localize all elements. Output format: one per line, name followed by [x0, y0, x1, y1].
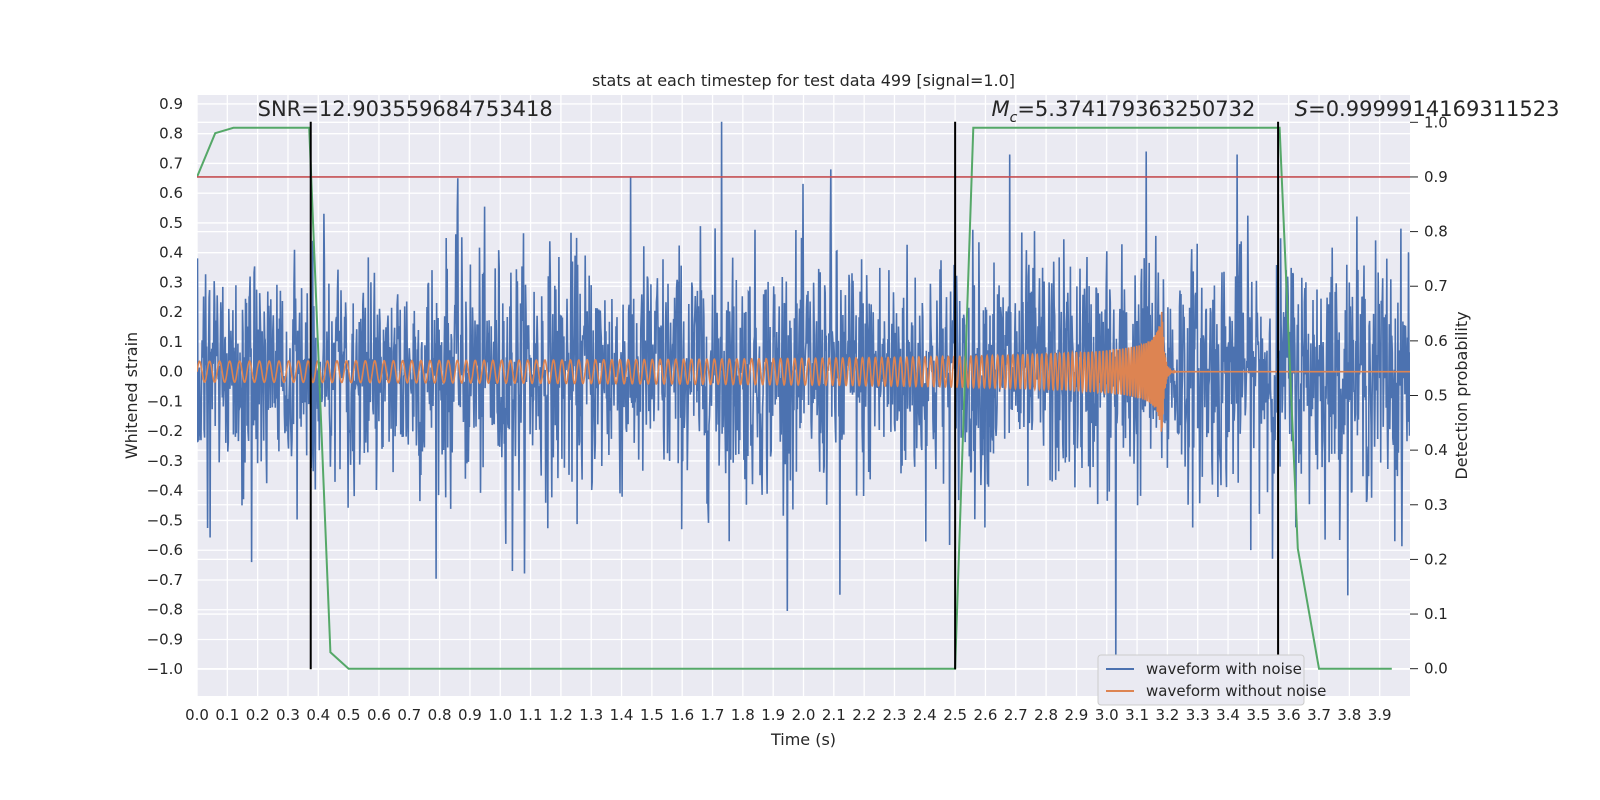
y-left-tick-label: 0.6	[159, 184, 183, 202]
chirp-mass-annotation: Mc=5.374179363250732	[992, 97, 1256, 126]
x-tick-label: 3.7	[1307, 706, 1331, 724]
y-right-tick-label: 0.3	[1424, 496, 1448, 514]
x-tick-label: 0.5	[337, 706, 361, 724]
snr-annotation: SNR=12.903559684753418	[258, 97, 553, 121]
y-left-tick-label: 0.3	[159, 273, 183, 291]
x-tick-label: 2.2	[852, 706, 876, 724]
event-markers	[309, 121, 1280, 670]
y-left-tick-label: −0.1	[147, 392, 183, 410]
y-left-tick-label: −0.2	[147, 422, 183, 440]
x-tick-label: 3.4	[1216, 706, 1240, 724]
y-left-tick-label: 0.9	[159, 95, 183, 113]
x-tick-label: 1.6	[670, 706, 694, 724]
legend-label-clean: waveform without noise	[1146, 682, 1326, 700]
x-axis-label: Time (s)	[770, 730, 836, 749]
x-tick-label: 1.9	[761, 706, 785, 724]
x-tick-label: 2.0	[792, 706, 816, 724]
x-tick-label: 3.0	[1095, 706, 1119, 724]
y-left-tick-label: 0.2	[159, 303, 183, 321]
y-left-tick-label: 0.5	[159, 214, 183, 232]
x-tick-label: 3.1	[1125, 706, 1149, 724]
y-left-tick-label: −0.9	[147, 630, 183, 648]
y-left-tick-label: −0.5	[147, 511, 183, 529]
y-right-tick-label: 0.0	[1424, 660, 1448, 678]
y-right-tick-label: 0.4	[1424, 441, 1448, 459]
y-left-tick-label: −0.3	[147, 452, 183, 470]
annotations: SNR=12.903559684753418 Mc=5.374179363250…	[258, 97, 1560, 126]
x-tick-label: 0.4	[306, 706, 330, 724]
x-axis-ticks: 0.0 0.1 0.2 0.3 0.4 0.5 0.6 0.7 0.8 0.9 1.0 1.1 1.2 1…	[185, 706, 1392, 724]
y-right-axis-ticks: 1.0 0.9 0.8 0.7 0.6 0.5 0.4 0.3 0.2 0.1 0.0	[1410, 113, 1448, 678]
x-tick-label: 2.3	[883, 706, 907, 724]
x-tick-label: 2.8	[1034, 706, 1058, 724]
y-left-tick-label: −1.0	[147, 660, 183, 678]
x-tick-label: 0.2	[246, 706, 270, 724]
y-left-axis-ticks: 0.9 0.8 0.7 0.6 0.5 0.4 0.3 0.2 0.1 0.0 −0.1 −0.2 −0…	[147, 95, 183, 678]
detection-probability-line	[197, 126, 1392, 670]
x-tick-label: 2.9	[1064, 706, 1088, 724]
y-left-axis-label: Whitened strain	[122, 332, 141, 459]
x-tick-label: 1.4	[610, 706, 634, 724]
y-right-axis-label: Detection probability	[1452, 311, 1471, 479]
y-left-tick-label: 0.1	[159, 333, 183, 351]
x-tick-label: 0.7	[397, 706, 421, 724]
y-right-tick-label: 0.5	[1424, 387, 1448, 405]
y-right-tick-label: 0.1	[1424, 605, 1448, 623]
x-tick-label: 0.8	[428, 706, 452, 724]
clean-waveform-line	[197, 311, 1410, 432]
waveform-without-noise-series	[197, 311, 1410, 432]
legend-label-noise: waveform with noise	[1146, 660, 1302, 678]
x-tick-label: 3.2	[1155, 706, 1179, 724]
y-right-tick-label: 0.9	[1424, 168, 1448, 186]
y-left-tick-label: −0.6	[147, 541, 183, 559]
x-tick-label: 1.1	[519, 706, 543, 724]
x-tick-label: 3.8	[1337, 706, 1361, 724]
x-tick-label: 1.8	[731, 706, 755, 724]
x-tick-label: 2.7	[1004, 706, 1028, 724]
legend-box	[1097, 654, 1305, 706]
x-tick-label: 1.5	[640, 706, 664, 724]
y-right-tick-label: 0.8	[1424, 223, 1448, 241]
x-tick-label: 2.1	[822, 706, 846, 724]
y-left-tick-label: −0.7	[147, 571, 183, 589]
x-tick-label: 3.5	[1246, 706, 1270, 724]
detection-probability-series	[197, 126, 1392, 670]
y-right-tick-label: 1.0	[1424, 113, 1448, 131]
y-left-tick-label: 0.7	[159, 154, 183, 172]
legend: waveform with noise waveform without noi…	[1097, 654, 1326, 706]
x-tick-label: 0.6	[367, 706, 391, 724]
x-tick-label: 1.0	[488, 706, 512, 724]
x-tick-label: 0.3	[276, 706, 300, 724]
waveform-with-noise-series	[197, 121, 1410, 670]
x-tick-label: 0.1	[215, 706, 239, 724]
y-right-tick-label: 0.2	[1424, 550, 1448, 568]
noise-waveform-line	[197, 121, 1410, 670]
y-left-tick-label: 0.4	[159, 244, 183, 262]
y-left-tick-label: −0.8	[147, 601, 183, 619]
y-left-tick-label: 0.0	[159, 363, 183, 381]
x-tick-label: 2.6	[974, 706, 998, 724]
x-tick-label: 1.7	[701, 706, 725, 724]
x-tick-label: 2.5	[943, 706, 967, 724]
x-tick-label: 3.9	[1368, 706, 1392, 724]
x-tick-label: 2.4	[913, 706, 937, 724]
y-left-tick-label: 0.8	[159, 125, 183, 143]
y-right-tick-label: 0.6	[1424, 332, 1448, 350]
x-tick-label: 0.0	[185, 706, 209, 724]
x-tick-label: 1.3	[579, 706, 603, 724]
x-tick-label: 0.9	[458, 706, 482, 724]
y-left-tick-label: −0.4	[147, 482, 183, 500]
x-tick-label: 3.3	[1186, 706, 1210, 724]
score-annotation: S=0.9999914169311523	[1295, 97, 1560, 121]
x-tick-label: 3.6	[1277, 706, 1301, 724]
y-right-tick-label: 0.7	[1424, 277, 1448, 295]
x-tick-label: 1.2	[549, 706, 573, 724]
chart-title: stats at each timestep for test data 499…	[592, 71, 1015, 90]
